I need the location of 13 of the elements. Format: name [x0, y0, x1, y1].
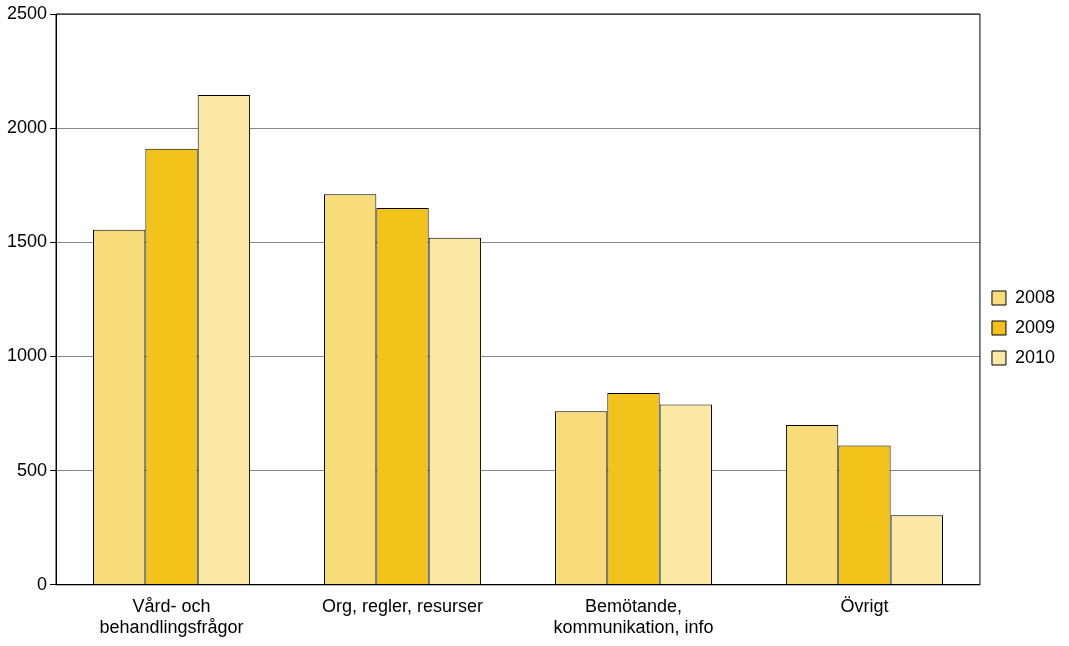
- legend-label: 2008: [1014, 286, 1055, 307]
- legend-label: 2009: [1014, 316, 1055, 337]
- y-tick-label: 2000: [7, 117, 48, 138]
- x-tick-label: Övrigt: [840, 595, 889, 616]
- y-tick-label: 1500: [7, 231, 48, 252]
- y-tick-label: 1000: [7, 345, 48, 366]
- x-tick-label: Org, regler, resurser: [321, 595, 484, 616]
- legend-label: 2010: [1014, 346, 1055, 367]
- y-tick-label: 2500: [7, 2, 48, 23]
- y-tick-label: 500: [17, 459, 48, 480]
- y-tick-label: 0: [37, 573, 48, 594]
- x-tick-label: Vård- och behandlingsfrågor: [99, 595, 244, 638]
- x-tick-label: Bemötande, kommunikation, info: [553, 595, 714, 638]
